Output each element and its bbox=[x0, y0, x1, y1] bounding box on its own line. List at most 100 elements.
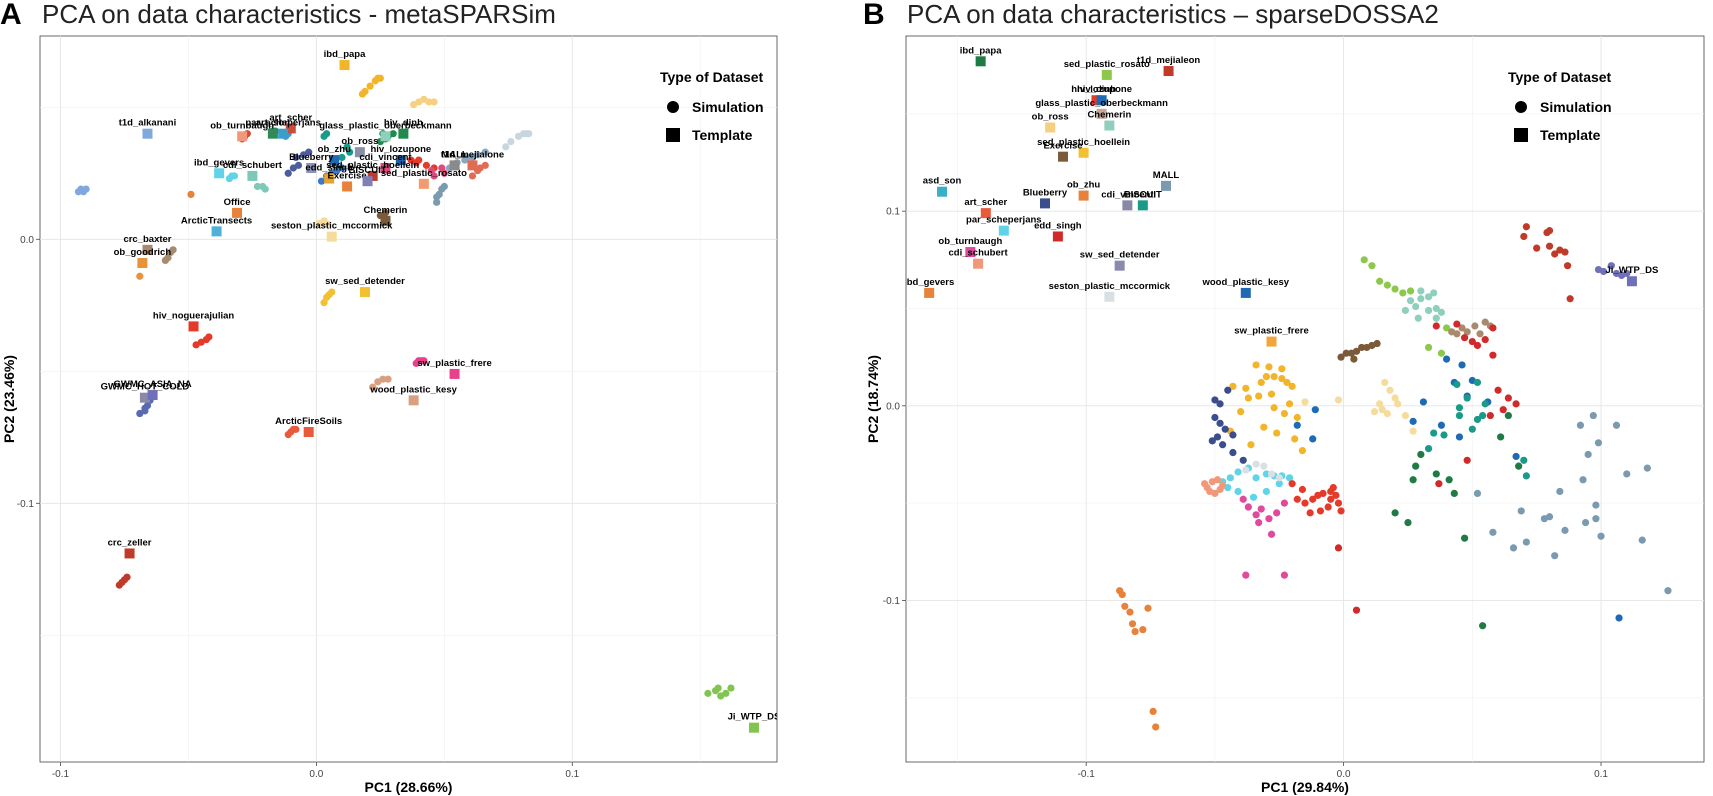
x-axis-title: PC1 (29.84%) bbox=[1261, 779, 1349, 795]
simulation-point bbox=[1301, 499, 1309, 507]
template-square bbox=[247, 170, 258, 181]
template-square bbox=[1163, 66, 1174, 77]
x-tick-label: -0.1 bbox=[1078, 769, 1096, 780]
template-square bbox=[342, 181, 353, 192]
simulation-point bbox=[1473, 341, 1482, 350]
simulation-point bbox=[1208, 478, 1216, 486]
simulation-point bbox=[1450, 489, 1458, 497]
simulation-point bbox=[1664, 587, 1672, 595]
simulation-point bbox=[1378, 406, 1386, 414]
simulation-point bbox=[727, 684, 735, 692]
legend-item-label: Simulation bbox=[1540, 99, 1612, 115]
simulation-point bbox=[1229, 448, 1237, 457]
simulation-point bbox=[1334, 396, 1343, 404]
simulation-point bbox=[1275, 480, 1283, 488]
template-label: ob_turnbaugh bbox=[938, 236, 1002, 247]
simulation-point bbox=[1453, 380, 1461, 389]
simulation-point bbox=[1401, 306, 1409, 315]
simulation-point bbox=[358, 90, 367, 98]
simulation-point bbox=[1468, 425, 1476, 433]
legend-item-label: Simulation bbox=[692, 99, 764, 115]
simulation-point bbox=[1234, 487, 1242, 496]
template-square bbox=[398, 128, 409, 139]
simulation-point bbox=[1301, 398, 1309, 406]
simulation-point bbox=[82, 185, 90, 193]
template-square bbox=[998, 225, 1009, 236]
template-label: crc_baxter bbox=[123, 234, 171, 245]
simulation-point bbox=[1494, 386, 1502, 394]
simulation-point bbox=[1607, 262, 1615, 270]
template-square bbox=[1240, 287, 1251, 298]
simulation-point bbox=[1334, 499, 1343, 507]
template-label: Ji_WTP_DS bbox=[728, 712, 781, 723]
template-square bbox=[354, 147, 365, 158]
simulation-point bbox=[1270, 373, 1278, 381]
simulation-point bbox=[1285, 400, 1294, 408]
template-square bbox=[339, 60, 350, 71]
template-square bbox=[324, 173, 335, 184]
simulation-point bbox=[1126, 608, 1134, 616]
simulation-point bbox=[1273, 429, 1281, 437]
simulation-point bbox=[366, 82, 374, 90]
template-label: GWMC_ASIA_NA bbox=[114, 379, 192, 390]
panel-b-title: PCA on data characteristics – sparseDOSS… bbox=[907, 0, 1439, 29]
simulation-point bbox=[1612, 421, 1621, 429]
legend-circle-icon bbox=[667, 101, 679, 113]
template-square bbox=[1078, 190, 1089, 201]
template-label: sed_plastic_rosato bbox=[381, 168, 467, 179]
simulation-point bbox=[1270, 404, 1278, 412]
template-square bbox=[367, 170, 378, 181]
legend-title: Type of Dataset bbox=[660, 69, 764, 85]
simulation-point bbox=[1442, 355, 1451, 363]
simulation-point bbox=[1288, 480, 1296, 488]
simulation-point bbox=[1424, 445, 1433, 453]
template-label: art_scher bbox=[269, 112, 312, 123]
simulation-point bbox=[1262, 487, 1270, 496]
template-square bbox=[278, 128, 289, 139]
template-label: Ji_WTP_DS bbox=[1606, 265, 1659, 276]
simulation-point bbox=[338, 153, 346, 162]
template-square bbox=[395, 155, 406, 166]
y-axis-title: PC2 (23.46%) bbox=[1, 355, 17, 443]
simulation-point bbox=[1522, 538, 1530, 546]
legend: Type of Dataset Simulation Template bbox=[660, 69, 764, 143]
simulation-point bbox=[1267, 470, 1276, 478]
simulation-point bbox=[1368, 262, 1376, 270]
template-square bbox=[1114, 260, 1125, 271]
template-square bbox=[1096, 95, 1107, 106]
simulation-point bbox=[1360, 256, 1368, 264]
simulation-point bbox=[1643, 464, 1651, 472]
simulation-point bbox=[1139, 626, 1147, 634]
simulation-point bbox=[1424, 343, 1433, 352]
template-label: asd_son bbox=[923, 176, 962, 187]
panel-a-plot: -0.1 0.0 0.1 -0.1 0.0 PC1 (28.66%) PC2 (23.46%… bbox=[1, 35, 781, 795]
simulation-point bbox=[1499, 406, 1507, 414]
template-square bbox=[924, 287, 935, 298]
simulation-point bbox=[1489, 324, 1497, 332]
simulation-point bbox=[369, 383, 377, 391]
template-label: BISCUIT bbox=[349, 165, 387, 176]
template-label: wood_plastic_kesy bbox=[369, 384, 457, 395]
simulation-point bbox=[1229, 382, 1237, 390]
simulation-point bbox=[323, 219, 331, 228]
simulation-point bbox=[1638, 536, 1646, 544]
simulation-point bbox=[1252, 474, 1260, 482]
simulation-point bbox=[1520, 456, 1528, 464]
simulation-point bbox=[1489, 351, 1497, 359]
simulation-point bbox=[1216, 400, 1224, 408]
simulation-point bbox=[323, 130, 331, 138]
simulation-point bbox=[1257, 505, 1265, 513]
simulation-point bbox=[433, 198, 441, 206]
simulation-point bbox=[1211, 413, 1219, 422]
simulation-point bbox=[1551, 250, 1559, 258]
template-label: ob_zhu bbox=[1067, 180, 1100, 191]
template-square bbox=[137, 258, 148, 269]
template-label: sw_sed_detender bbox=[1080, 250, 1160, 261]
simulation-point bbox=[525, 130, 533, 138]
simulation-point bbox=[1453, 320, 1461, 328]
simulation-point bbox=[1283, 378, 1291, 387]
simulation-point bbox=[1381, 378, 1389, 387]
simulation-point bbox=[1291, 435, 1299, 443]
template-square bbox=[1052, 231, 1063, 242]
simulation-point bbox=[1406, 297, 1415, 305]
